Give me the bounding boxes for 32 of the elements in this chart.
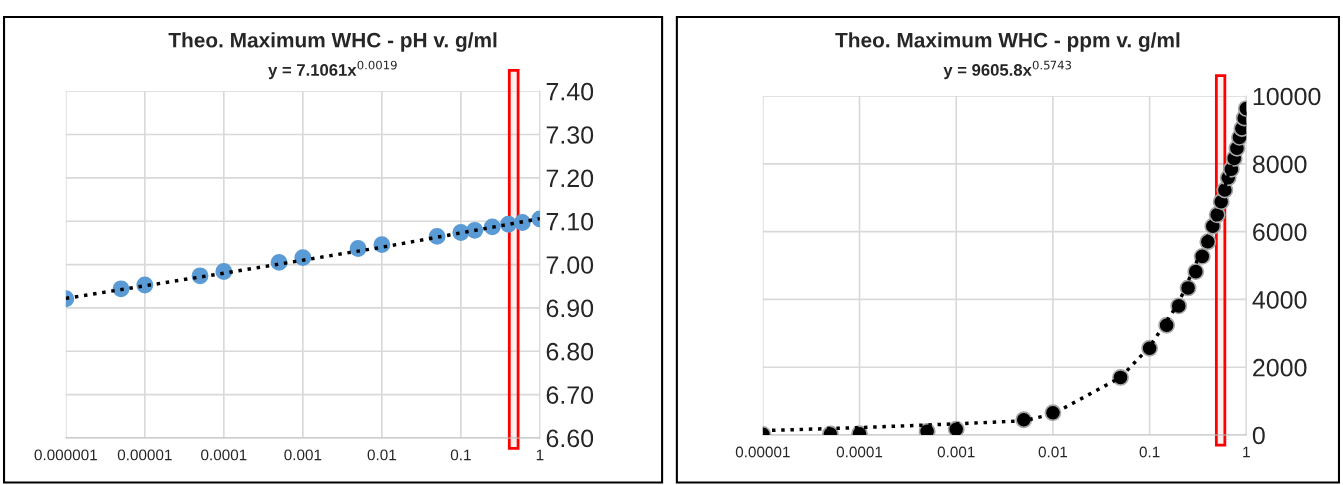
x-tick-label: 0.000001 (34, 449, 97, 461)
y-tick-label: 6000 (1253, 223, 1307, 241)
x-tick-label: 0.1 (450, 449, 471, 461)
y-tick-label: 0 (1252, 426, 1265, 445)
y-tick-label: 8000 (1252, 155, 1307, 174)
y-tick-label: 6.60 (546, 429, 594, 448)
chart-title: Theo. Maximum WHC - pH v. g/ml (168, 32, 497, 52)
y-tick-label: 7.00 (546, 256, 594, 274)
x-tick-label: 1 (1243, 446, 1250, 458)
y-tick-label: 10000 (1253, 87, 1321, 106)
x-tick-label: 0.1 (1139, 446, 1160, 458)
x-tick-label: 0.01 (367, 449, 396, 461)
y-tick-label: 7.40 (546, 82, 594, 101)
x-tick-label: 0.0001 (201, 449, 247, 461)
y-tick-label: 2000 (1253, 358, 1307, 377)
y-tick-label: 6.70 (546, 386, 594, 404)
x-tick-label: 0.01 (1038, 446, 1068, 458)
y-tick-label: 6.80 (546, 342, 594, 361)
x-tick-label: 0.00001 (117, 449, 172, 461)
y-tick-label: 7.20 (546, 169, 594, 188)
x-tick-label: 0.00001 (735, 446, 790, 458)
chart-title: Theo. Maximum WHC - ppm v. g/ml (835, 32, 1180, 52)
y-tick-label: 7.30 (546, 126, 594, 144)
x-tick-label: 1 (536, 449, 544, 461)
y-tick-label: 4000 (1252, 291, 1307, 309)
chart-subtitle: y = 7.1061x$^{0.0019}$ (268, 60, 397, 80)
x-tick-label: 0.001 (937, 446, 975, 458)
x-tick-label: 0.0001 (836, 446, 883, 458)
chart-subtitle: y = 9605.8x$^{0.5743}$ (943, 60, 1072, 80)
y-tick-label: 7.10 (546, 212, 594, 231)
x-tick-label: 0.001 (284, 449, 322, 461)
y-tick-label: 6.90 (546, 299, 594, 318)
